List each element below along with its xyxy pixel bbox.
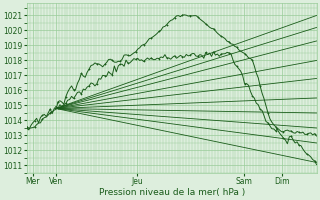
- X-axis label: Pression niveau de la mer( hPa ): Pression niveau de la mer( hPa ): [99, 188, 245, 197]
